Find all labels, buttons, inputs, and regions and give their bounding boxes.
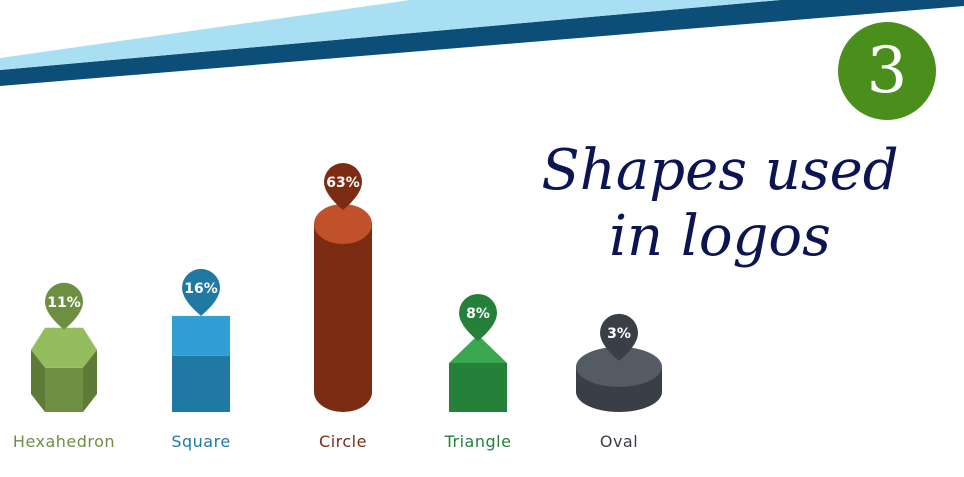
hexahedron-pin-shape (45, 282, 83, 330)
oval-pin-shape (600, 313, 638, 361)
category-label-oval: Oval (599, 432, 639, 451)
square-pin-shape (182, 268, 220, 316)
decorative-band-light (0, 0, 780, 70)
square-value-pin: 16% (182, 268, 220, 316)
triangle-value-label: 8% (466, 306, 490, 322)
chart-title: Shapes used in logos (520, 138, 920, 270)
circle-value-label: 63% (326, 175, 360, 191)
decorative-band-dark (0, 0, 964, 86)
category-label-square: Square (171, 432, 231, 451)
square-value-label: 16% (184, 281, 218, 297)
chart-title-line-2: in logos (609, 204, 831, 269)
circle-pin-shape (324, 163, 362, 210)
triangle-bar (449, 334, 507, 412)
hexahedron-bar (31, 327, 97, 412)
step-number-badge: 3 (838, 22, 936, 120)
oval-value-pin: 3% (600, 313, 638, 361)
category-label-circle: Circle (319, 432, 367, 451)
chart-title-line-1: Shapes used (541, 138, 899, 203)
category-label-triangle: Triangle (444, 432, 512, 451)
category-label-hexahedron: Hexahedron (12, 432, 116, 451)
circle-bar (314, 204, 372, 412)
circle-value-pin: 63% (324, 163, 362, 210)
square-bar (172, 315, 230, 412)
oval-bar (576, 346, 662, 412)
hexahedron-value-label: 11% (47, 295, 81, 311)
triangle-value-pin: 8% (459, 293, 497, 341)
hexahedron-value-pin: 11% (45, 282, 83, 330)
oval-value-label: 3% (607, 326, 631, 342)
triangle-pin-shape (459, 293, 497, 341)
